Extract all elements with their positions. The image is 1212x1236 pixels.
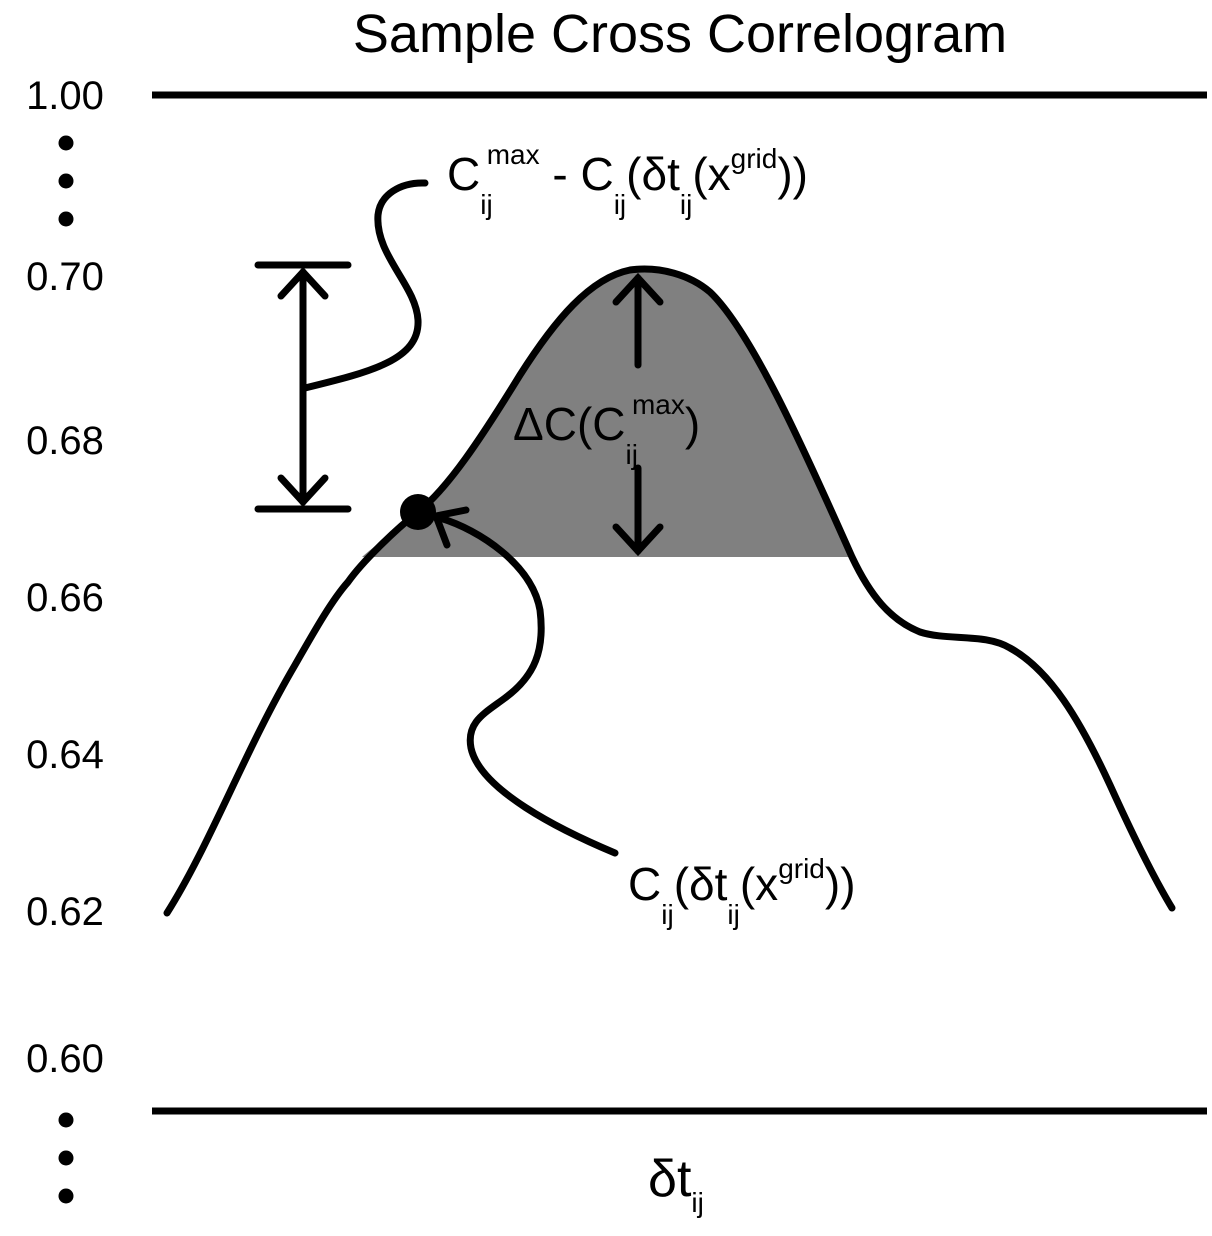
delta-c-annotation: ΔC(Cijmax)	[513, 389, 700, 470]
y-tick-label: 0.60	[26, 1037, 104, 1081]
y-tick-label: 0.70	[26, 255, 104, 299]
y-tick-label: 0.64	[26, 733, 104, 777]
delta-c-arrow	[612, 272, 664, 557]
y-label-top: 1.00	[26, 74, 104, 118]
y-tick-label: 0.62	[26, 890, 104, 934]
shaded-peak-region	[362, 269, 852, 557]
grid-value-annotation: Cij(δtij(xgrid))	[628, 853, 856, 930]
y-tick-label: 0.66	[26, 576, 104, 620]
x-axis-label: δtij	[648, 1150, 704, 1218]
y-tick-label: 0.68	[26, 419, 104, 463]
grid-value-arrowhead	[431, 506, 470, 549]
y-axis-ellipsis-top	[58, 135, 74, 227]
y-axis-ellipsis-bottom	[58, 1112, 74, 1204]
grid-value-point	[400, 494, 436, 530]
figure-title: Sample Cross Correlogram	[353, 4, 1007, 64]
correlogram-curve	[163, 265, 1176, 917]
grid-value-leader-arrow	[436, 514, 619, 857]
difference-leader-line	[301, 179, 429, 392]
difference-annotation: Cijmax - Cij(δtij(xgrid))	[447, 139, 808, 220]
